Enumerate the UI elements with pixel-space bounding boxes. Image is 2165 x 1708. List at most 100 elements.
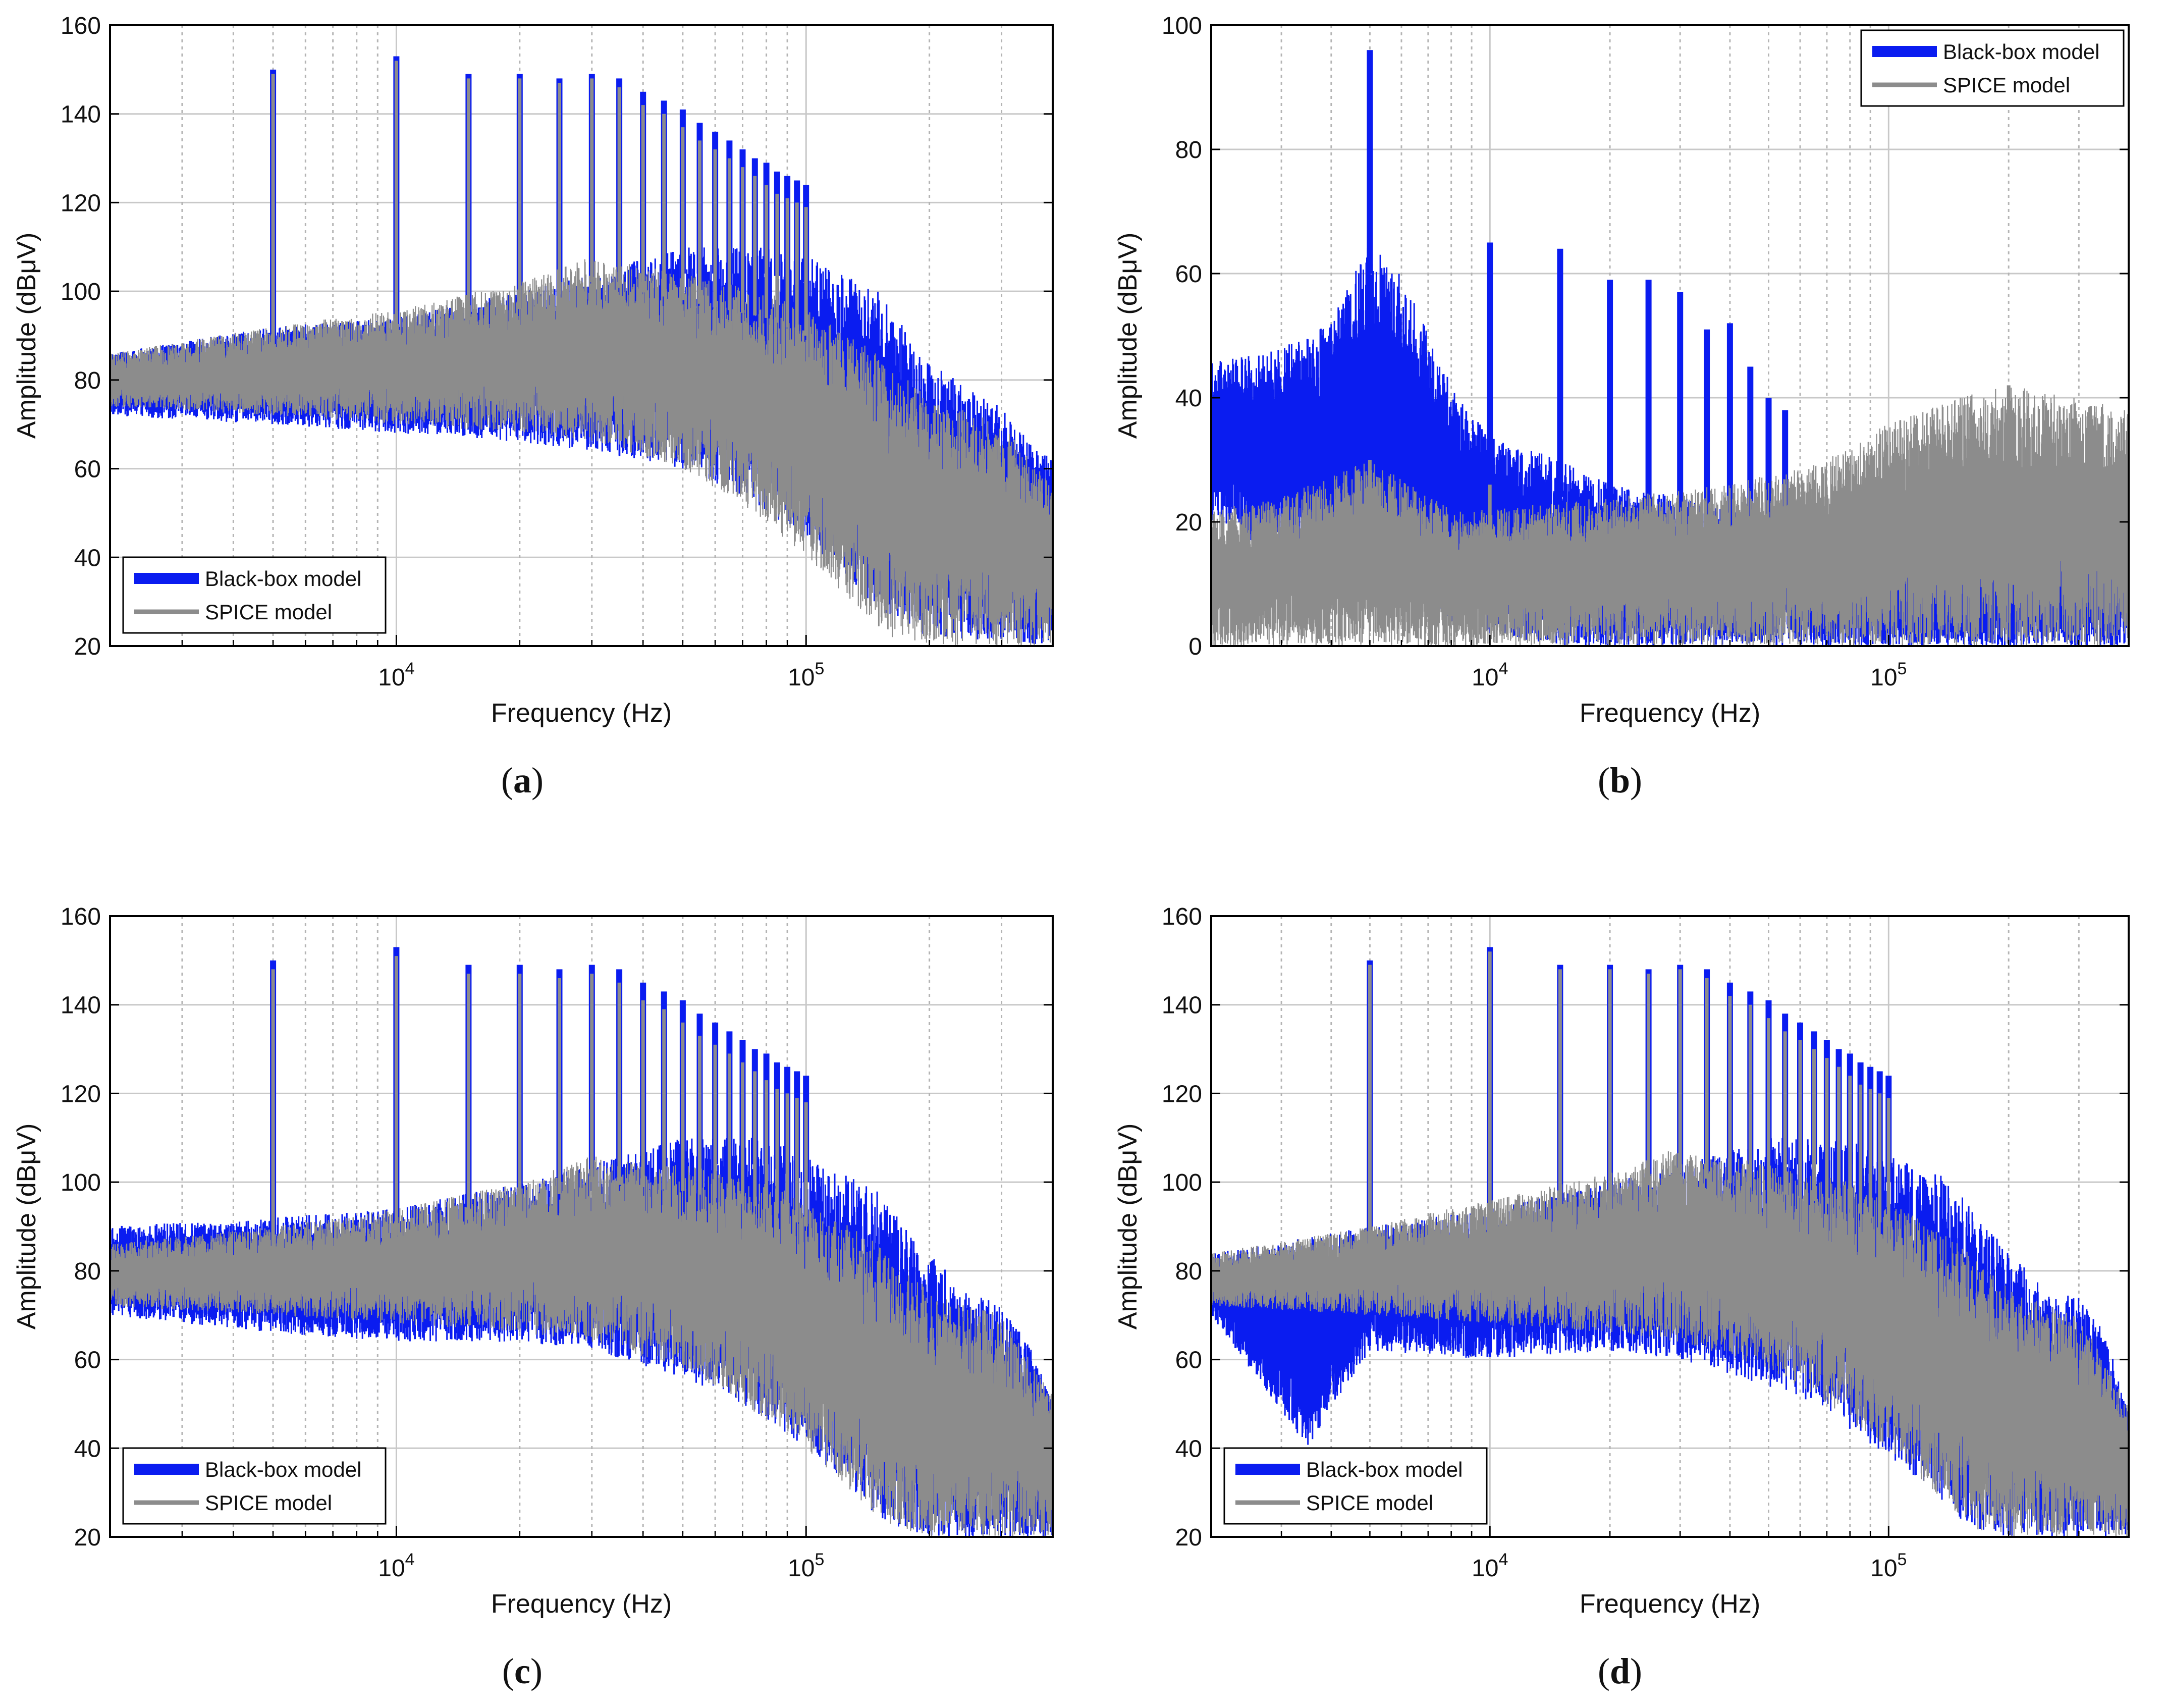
x-axis-label: Frequency (Hz) <box>491 699 672 728</box>
harmonic-peak <box>1848 1076 1852 1209</box>
panel-caption: (c) <box>502 1651 543 1691</box>
y-tick-label: 40 <box>1175 385 1202 412</box>
harmonic-peak <box>775 1089 779 1214</box>
harmonic-peak <box>1726 323 1733 547</box>
harmonic-peak <box>617 87 621 288</box>
spectrum-band <box>110 1156 1053 1537</box>
harmonic-peak <box>394 61 398 336</box>
x-tick-label: 104 <box>1472 659 1508 691</box>
y-tick-label: 60 <box>74 1347 101 1374</box>
y-tick-labels: 20 40 60 80 100 120 140 160 <box>61 903 1053 1551</box>
y-tick-label: 140 <box>61 992 101 1019</box>
series-spice <box>1211 951 2129 1537</box>
harmonic-peak <box>271 969 275 1253</box>
harmonic-peak <box>804 207 808 336</box>
harmonic-peak <box>785 198 789 328</box>
legend-box <box>122 1447 387 1525</box>
harmonic-peak <box>590 78 594 283</box>
harmonic-peak <box>518 974 522 1209</box>
harmonic-peak <box>1798 1040 1802 1198</box>
legend-box <box>1860 29 2125 107</box>
harmonic-peak <box>641 1000 645 1187</box>
harmonic-peak <box>681 1022 685 1191</box>
harmonic-peak <box>1705 978 1709 1179</box>
harmonic-peak <box>1678 969 1682 1173</box>
harmonic-peak <box>1728 996 1732 1184</box>
y-tick-label: 40 <box>74 1435 101 1462</box>
y-tick-label: 160 <box>61 903 101 930</box>
y-tick-label: 20 <box>74 633 101 660</box>
y-tick-label: 40 <box>1175 1435 1202 1462</box>
y-tick-label: 100 <box>1162 13 1202 39</box>
harmonic-peak <box>1645 280 1652 529</box>
series-spice <box>110 956 1053 1537</box>
harmonic-peak <box>753 1071 757 1206</box>
harmonic-peak <box>795 1098 799 1222</box>
y-tick-label: 120 <box>61 190 101 217</box>
harmonic-peak <box>1812 1049 1816 1201</box>
legend: Black-box model SPICE model <box>1860 29 2125 107</box>
harmonic-peak <box>698 1036 701 1195</box>
axes-frame <box>1210 915 2130 1538</box>
harmonic-peak <box>2007 385 2011 423</box>
harmonic-peak <box>1886 1098 1890 1226</box>
harmonic-peak <box>775 193 779 323</box>
y-tick-label: 100 <box>61 1169 101 1196</box>
x-tick-label: 104 <box>378 659 414 691</box>
harmonic-peak <box>804 1102 808 1226</box>
harmonic-peak <box>1608 969 1612 1200</box>
legend-label: SPICE model <box>1943 73 2070 97</box>
axes-frame <box>109 24 1054 647</box>
y-axis-label: Amplitude (dBμV) <box>12 233 41 439</box>
harmonic-peak <box>681 127 685 300</box>
spectrum-band <box>110 258 1053 646</box>
x-axis-label: Frequency (Hz) <box>491 1589 672 1619</box>
y-tick-labels: 20 40 60 80 100 120 140 160 <box>61 13 1053 660</box>
series-spice <box>1211 385 2129 646</box>
y-tick-label: 100 <box>1162 1169 1202 1196</box>
legend-label: Black-box model <box>205 567 361 591</box>
harmonic-peak <box>741 167 744 313</box>
harmonic-peak <box>1868 1089 1872 1218</box>
harmonic-peak <box>617 982 621 1185</box>
legend: Black-box model SPICE model <box>1223 1447 1488 1525</box>
harmonic-peak <box>518 78 522 309</box>
chart-c: 20 40 60 80 100 120 140 160 104 105 Frequency (Hz)… <box>12 903 1054 1691</box>
harmonic-peak <box>1607 280 1613 522</box>
series-traces <box>1211 947 2129 1537</box>
harmonic-peak <box>727 158 731 310</box>
x-tick-label: 105 <box>788 659 824 691</box>
y-tick-label: 0 <box>1188 633 1202 660</box>
harmonic-peak <box>741 1062 744 1204</box>
y-axis-label: Amplitude (dBμV) <box>12 1124 41 1330</box>
x-tick-labels: 104 105 <box>109 1526 1054 1582</box>
harmonic-peak <box>1859 1084 1863 1214</box>
series-traces <box>1211 50 2129 646</box>
harmonic-peak <box>1488 485 1492 547</box>
x-tick-label: 105 <box>1870 659 1907 691</box>
y-tick-label: 120 <box>1162 1081 1202 1107</box>
x-tick-labels: 104 105 <box>1210 1526 2130 1582</box>
harmonic-peak <box>795 202 799 332</box>
y-tick-label: 60 <box>74 456 101 483</box>
y-tick-label: 80 <box>74 367 101 394</box>
harmonic-peak <box>1767 1018 1770 1191</box>
y-tick-label: 100 <box>61 279 101 305</box>
legend-label: Black-box model <box>1943 40 2099 64</box>
harmonic-peak <box>1837 1066 1841 1206</box>
y-tick-label: 160 <box>1162 903 1202 930</box>
harmonic-peak <box>271 74 275 354</box>
y-tick-label: 140 <box>61 101 101 128</box>
y-tick-label: 80 <box>1175 1258 1202 1285</box>
axes-frame <box>109 915 1054 1538</box>
harmonic-peak <box>394 956 398 1236</box>
x-tick-label: 104 <box>1472 1550 1508 1582</box>
harmonic-peak <box>1783 1031 1787 1195</box>
chart-a: 20 40 60 80 100 120 140 160 104 105 Frequency (Hz)… <box>12 13 1054 800</box>
harmonic-peak <box>753 176 757 315</box>
panel-caption: (d) <box>1598 1651 1642 1691</box>
x-axis-label: Frequency (Hz) <box>1580 1589 1760 1619</box>
harmonic-peak <box>1488 951 1492 1226</box>
y-tick-label: 40 <box>74 545 101 571</box>
